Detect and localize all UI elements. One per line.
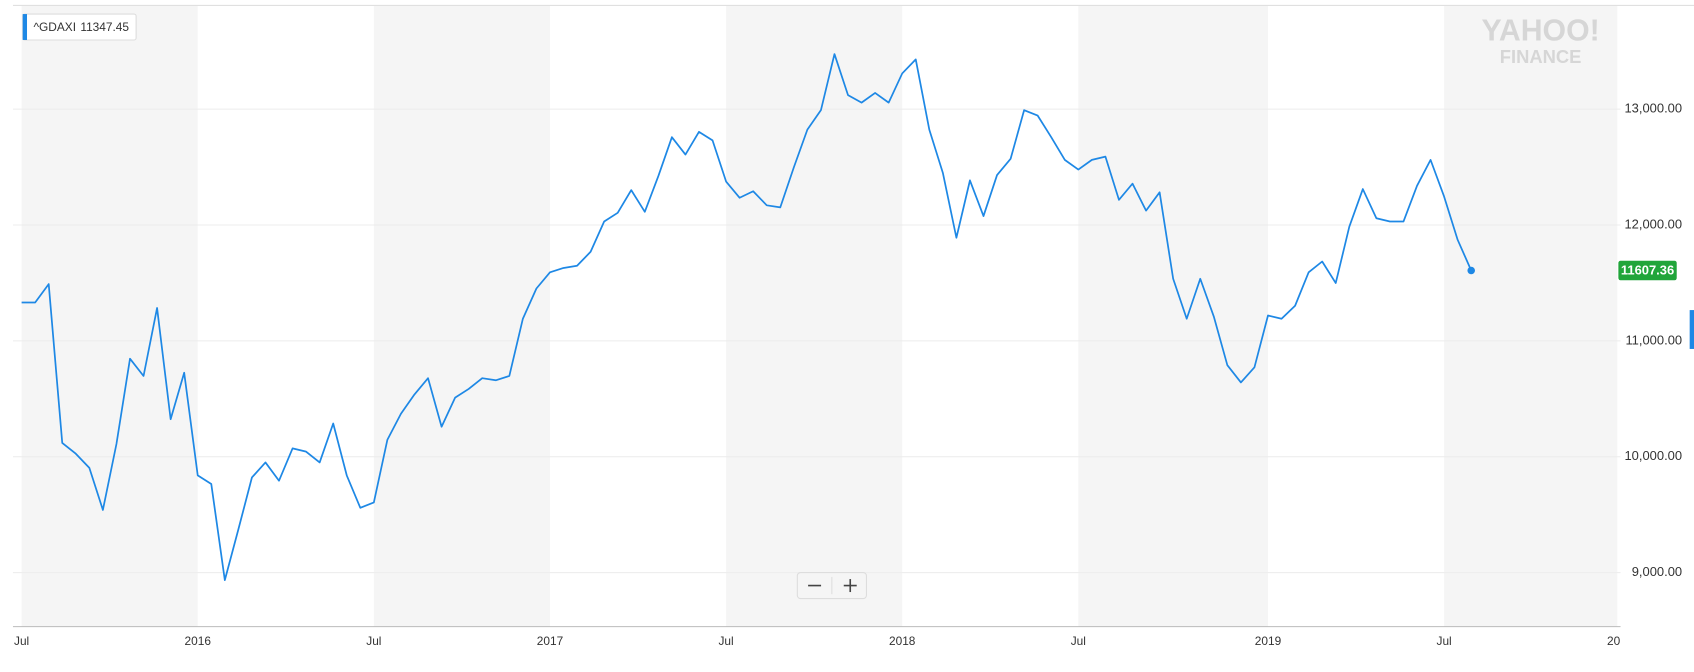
x-tick-label: 2020 [1607, 634, 1634, 648]
legend-text: ^GDAXI 11347.45 [33, 20, 129, 34]
last-point [1467, 266, 1475, 275]
y-tick-label: 13,000.00 [1624, 101, 1682, 116]
price-line [21, 53, 1472, 582]
period-band [1078, 5, 1268, 627]
brand-sub: FINANCE [1500, 46, 1582, 67]
x-tick-label: 2016 [185, 634, 212, 648]
x-tick-label: 2019 [1255, 634, 1282, 648]
period-band [726, 5, 903, 627]
period-band [1444, 5, 1618, 627]
zoom-controls[interactable] [796, 572, 867, 600]
x-labels: Jul 2016 Jul 2017 Jul 2018 Jul 2019 Jul 2020 [14, 634, 1634, 648]
x-tick-label: Jul [1071, 634, 1086, 648]
price-tag-label: 11607.36 [1621, 262, 1674, 277]
x-tick-label: Jul [718, 634, 733, 648]
legend-value: 11347.45 [80, 20, 129, 34]
side-handle[interactable] [1689, 310, 1694, 349]
y-tick-label: 9,000.00 [1632, 564, 1682, 579]
x-tick-label: Jul [366, 634, 381, 648]
price-tag [1618, 260, 1677, 281]
period-band [21, 5, 198, 627]
x-tick-label: 2018 [889, 634, 916, 648]
y-tick-label: 10,000.00 [1624, 448, 1682, 463]
plot [21, 53, 1475, 582]
x-tick-label: 2017 [537, 634, 563, 648]
x-tick-label: Jul [14, 634, 29, 648]
y-tick-label: 12,000.00 [1624, 216, 1682, 231]
background [21, 5, 1618, 627]
legend-name: ^GDAXI [33, 20, 76, 34]
x-tick-label: Jul [1437, 634, 1452, 648]
legend: ^GDAXI 11347.45 [22, 13, 137, 41]
brand-logo: YAHOO! [1481, 14, 1599, 47]
y-tick-label: 11,000.00 [1625, 332, 1682, 347]
legend-swatch [22, 14, 28, 40]
